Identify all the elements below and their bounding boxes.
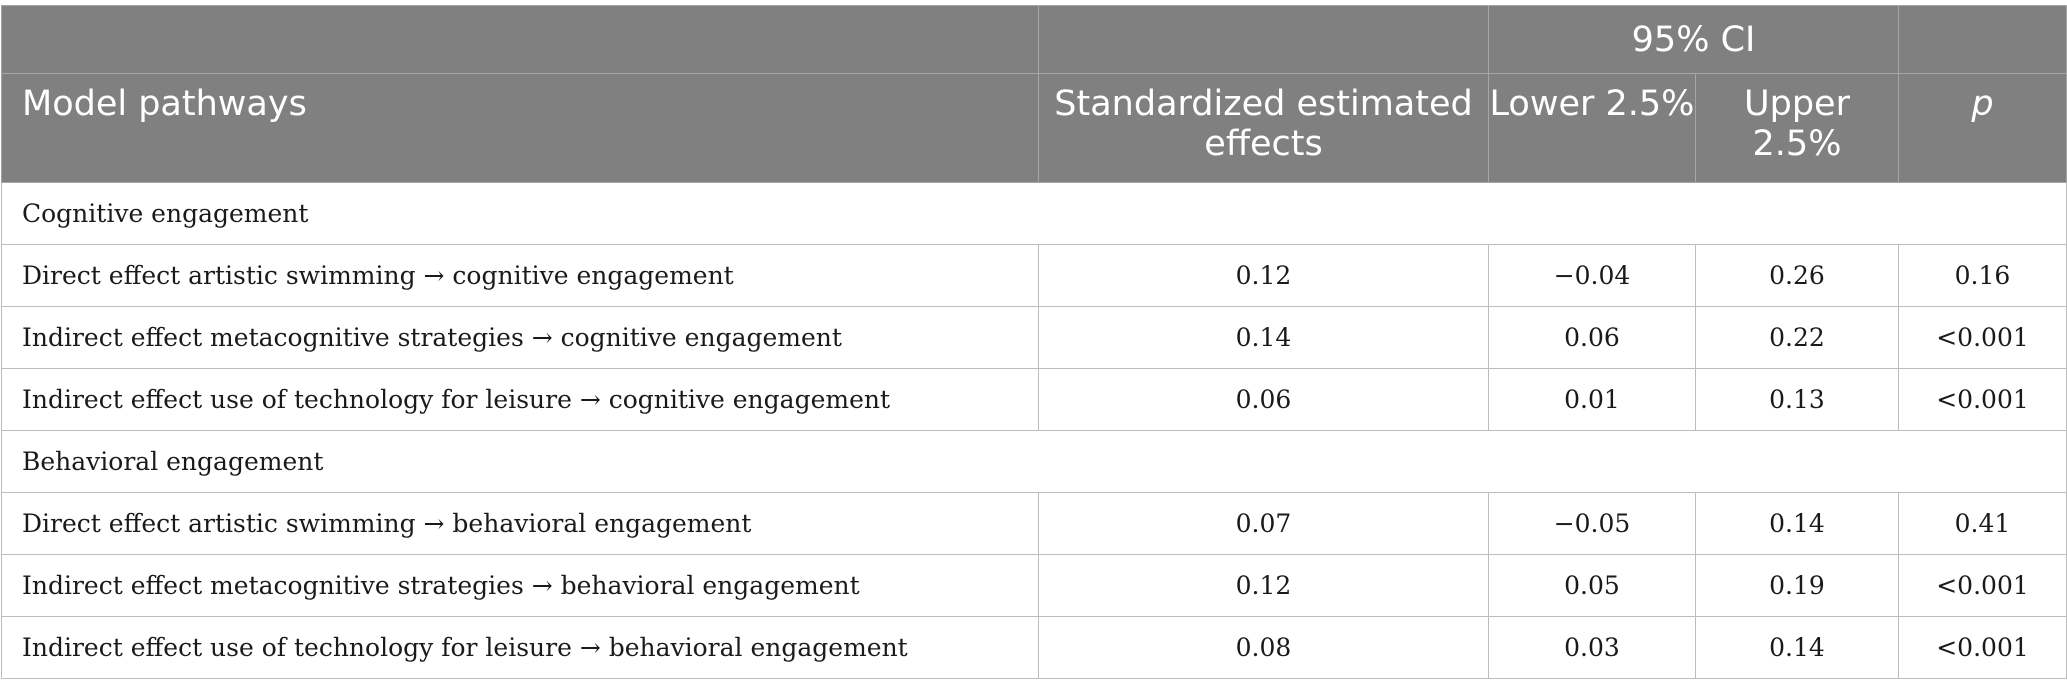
lower-cell: 0.03 [1488, 616, 1696, 679]
effect-cell: 0.08 [1038, 616, 1489, 679]
upper-cell: 0.22 [1695, 306, 1899, 369]
pathway-cell: Direct effect artistic swimming → cognit… [1, 244, 1039, 307]
pathway-cell: Indirect effect metacognitive strategies… [1, 306, 1039, 369]
header-empty-cell [1898, 5, 2067, 74]
upper-cell: 0.26 [1695, 244, 1899, 307]
p-cell: <0.001 [1898, 616, 2067, 679]
pathway-cell: Direct effect artistic swimming → behavi… [1, 492, 1039, 555]
p-cell: <0.001 [1898, 306, 2067, 369]
p-cell: <0.001 [1898, 554, 2067, 617]
header-row-columns: Model pathways Standardized estimated ef… [1, 73, 2067, 183]
lower-cell: 0.05 [1488, 554, 1696, 617]
header-empty-cell [1, 5, 1039, 74]
effect-cell: 0.06 [1038, 368, 1489, 431]
table-row: Indirect effect use of technology for le… [1, 616, 2067, 679]
upper-cell: 0.19 [1695, 554, 1899, 617]
table-body: Cognitive engagement Direct effect artis… [1, 182, 2067, 679]
table-row: Direct effect artistic swimming → cognit… [1, 244, 2067, 307]
col-header-model-pathways: Model pathways [1, 73, 1039, 183]
section-row: Behavioral engagement [1, 430, 2067, 493]
col-header-lower: Lower 2.5% [1488, 73, 1696, 183]
lower-cell: 0.01 [1488, 368, 1696, 431]
effect-cell: 0.12 [1038, 554, 1489, 617]
table-row: Indirect effect metacognitive strategies… [1, 554, 2067, 617]
upper-cell: 0.13 [1695, 368, 1899, 431]
lower-cell: −0.05 [1488, 492, 1696, 555]
effect-cell: 0.12 [1038, 244, 1489, 307]
header-empty-cell [1038, 5, 1489, 74]
p-cell: <0.001 [1898, 368, 2067, 431]
table-header: 95% CI Model pathways Standardized estim… [1, 5, 2067, 183]
ci-group-header: 95% CI [1488, 5, 1899, 74]
section-title: Behavioral engagement [1, 430, 2067, 493]
effect-cell: 0.14 [1038, 306, 1489, 369]
p-cell: 0.41 [1898, 492, 2067, 555]
table-row: Indirect effect metacognitive strategies… [1, 306, 2067, 369]
lower-cell: 0.06 [1488, 306, 1696, 369]
pathway-cell: Indirect effect use of technology for le… [1, 368, 1039, 431]
table-row: Indirect effect use of technology for le… [1, 368, 2067, 431]
col-header-p: p [1898, 73, 2067, 183]
lower-cell: −0.04 [1488, 244, 1696, 307]
upper-cell: 0.14 [1695, 492, 1899, 555]
results-table: 95% CI Model pathways Standardized estim… [1, 5, 2067, 679]
pathway-cell: Indirect effect metacognitive strategies… [1, 554, 1039, 617]
upper-cell: 0.14 [1695, 616, 1899, 679]
effect-cell: 0.07 [1038, 492, 1489, 555]
table-row: Direct effect artistic swimming → behavi… [1, 492, 2067, 555]
col-header-standardized-effects: Standardized estimated effects [1038, 73, 1489, 183]
header-row-group: 95% CI [1, 5, 2067, 74]
pathway-cell: Indirect effect use of technology for le… [1, 616, 1039, 679]
p-cell: 0.16 [1898, 244, 2067, 307]
section-title: Cognitive engagement [1, 182, 2067, 245]
col-header-upper: Upper 2.5% [1695, 73, 1899, 183]
section-row: Cognitive engagement [1, 182, 2067, 245]
